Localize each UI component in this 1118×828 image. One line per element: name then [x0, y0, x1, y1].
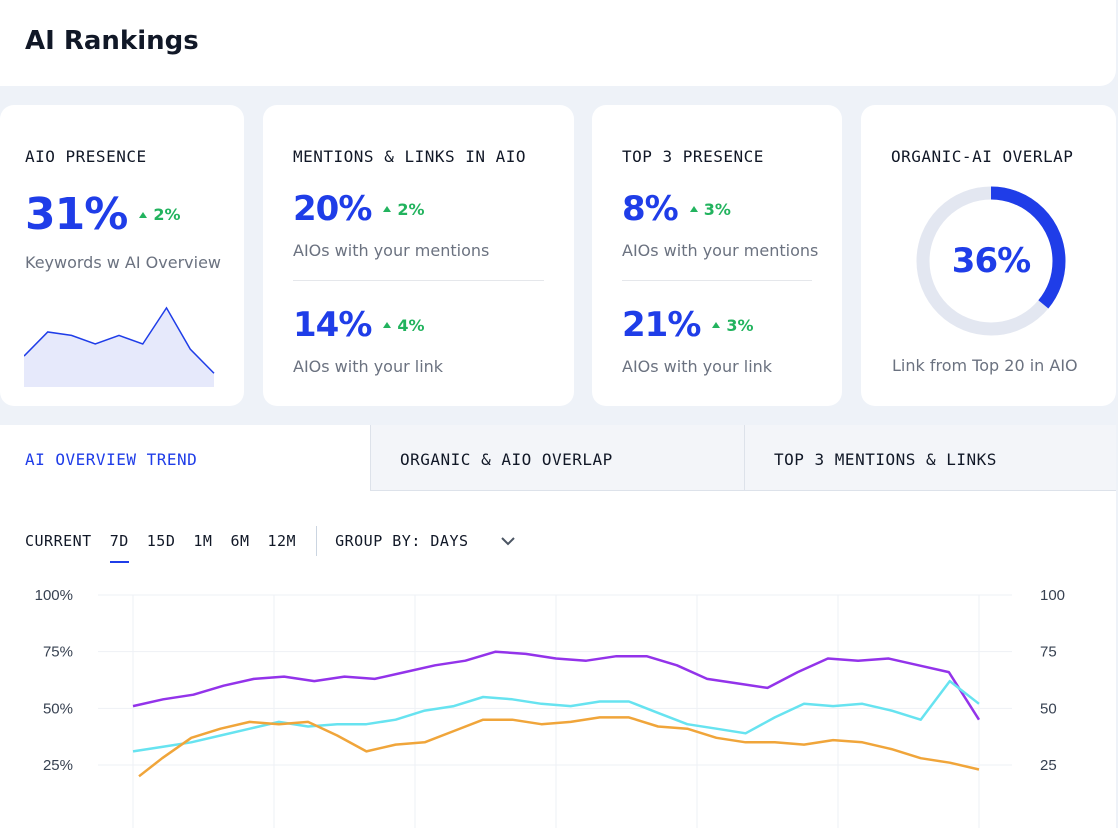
range-filters: CURRENT 7D 15D 1M 6M 12M GROUP BY: DAYS — [25, 526, 533, 563]
link-delta: 4% — [383, 316, 425, 335]
top3-mentions-sub: AIOs with your mentions — [622, 241, 819, 260]
divider — [293, 280, 544, 281]
y-axis-left-tick: 75% — [43, 644, 73, 661]
aio-presence-card: AIO PRESENCE 31% 2% Keywords w AI Overvi… — [0, 105, 244, 406]
link-value: 14% — [293, 305, 372, 345]
tab-organic-aio-overlap[interactable]: ORGANIC & AIO OVERLAP — [370, 425, 745, 491]
chevron-down-icon — [500, 537, 515, 546]
filter-divider — [316, 526, 318, 556]
organic-ai-overlap-card: ORGANIC-AI OVERLAP 36% Link from Top 20 … — [861, 105, 1116, 406]
trend-tabs: AI OVERVIEW TREND ORGANIC & AIO OVERLAP … — [0, 425, 1116, 491]
range-15d[interactable]: 15D — [146, 532, 176, 550]
series-orange-line — [138, 716, 980, 778]
aio-presence-sparkline — [24, 306, 215, 387]
top3-mentions-delta: 3% — [689, 200, 731, 219]
tab-ai-overview-trend[interactable]: AI OVERVIEW TREND — [0, 425, 370, 491]
series-purple-line — [132, 650, 981, 721]
group-by-dropdown[interactable]: GROUP BY: DAYS — [335, 532, 515, 550]
y-axis-left-tick: 100% — [35, 587, 73, 604]
range-6m[interactable]: 6M — [230, 532, 250, 550]
mentions-links-label: MENTIONS & LINKS IN AIO — [293, 147, 527, 166]
aio-presence-label: AIO PRESENCE — [25, 147, 147, 166]
y-axis-right-tick: 100 — [1040, 587, 1065, 604]
aio-presence-delta: 2% — [139, 205, 181, 224]
mentions-delta: 2% — [383, 200, 425, 219]
aio-presence-sub: Keywords w AI Overview — [25, 253, 222, 272]
top3-link-value: 21% — [622, 305, 701, 345]
mentions-sub: AIOs with your mentions — [293, 241, 490, 260]
top3-link-sub: AIOs with your link — [622, 357, 773, 376]
header: AI Rankings — [0, 0, 1116, 86]
sparkline-area — [24, 307, 214, 387]
tab-top3-mentions-links[interactable]: TOP 3 MENTIONS & LINKS — [744, 425, 1116, 491]
page-title: AI Rankings — [25, 26, 199, 56]
trend-panel: AI OVERVIEW TREND ORGANIC & AIO OVERLAP … — [0, 425, 1116, 828]
current-label: CURRENT — [25, 532, 92, 550]
range-1m[interactable]: 1M — [193, 532, 213, 550]
up-arrow-icon — [689, 206, 698, 212]
y-axis-right-tick: 50 — [1040, 700, 1057, 717]
range-7d[interactable]: 7D — [109, 532, 129, 563]
mentions-links-card: MENTIONS & LINKS IN AIO 20% 2% AIOs with… — [263, 105, 574, 406]
top3-presence-label: TOP 3 PRESENCE — [622, 147, 764, 166]
top3-link-delta: 3% — [712, 316, 754, 335]
up-arrow-icon — [383, 206, 392, 212]
overlap-sub: Link from Top 20 in AIO — [892, 356, 1078, 375]
up-arrow-icon — [712, 322, 721, 328]
overlap-donut — [916, 186, 1066, 336]
top3-mentions-value: 8% — [622, 189, 679, 229]
donut-progress — [916, 186, 1066, 336]
aio-presence-value: 31% — [25, 189, 128, 240]
divider — [622, 280, 812, 281]
y-axis-left-tick: 25% — [43, 757, 73, 774]
up-arrow-icon — [139, 211, 148, 218]
overlap-value: 36% — [951, 241, 1031, 281]
top3-presence-card: TOP 3 PRESENCE 8% 3% AIOs with your ment… — [592, 105, 842, 406]
range-12m[interactable]: 12M — [267, 532, 297, 550]
y-axis-left-tick: 50% — [43, 700, 73, 717]
y-axis-right-tick: 25 — [1040, 757, 1057, 774]
y-axis-right-tick: 75 — [1040, 644, 1057, 661]
up-arrow-icon — [383, 322, 392, 328]
link-sub: AIOs with your link — [293, 357, 444, 376]
organic-ai-overlap-label: ORGANIC-AI OVERLAP — [891, 147, 1074, 166]
mentions-value: 20% — [293, 189, 372, 229]
trend-chart: 100% 100 75% 75 50% 50 25% 25 — [35, 587, 1065, 828]
sparkline-line — [24, 306, 215, 374]
